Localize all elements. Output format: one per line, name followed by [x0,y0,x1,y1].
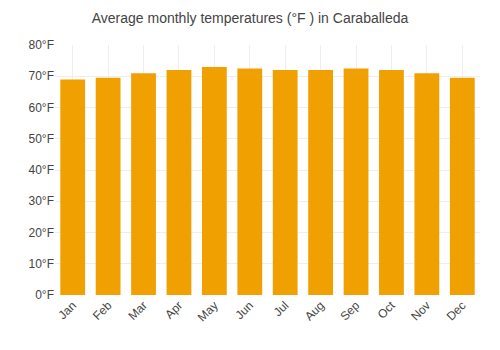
svg-text:Jul: Jul [271,298,292,319]
svg-text:Average monthly temperatures (: Average monthly temperatures (°F ) in Ca… [92,10,409,26]
svg-text:Apr: Apr [162,298,185,321]
svg-text:0°F: 0°F [35,288,54,302]
svg-text:Jan: Jan [55,298,79,322]
svg-text:40°F: 40°F [29,163,54,177]
svg-text:20°F: 20°F [29,226,54,240]
svg-text:50°F: 50°F [29,132,54,146]
svg-text:Nov: Nov [408,298,433,323]
svg-text:30°F: 30°F [29,194,54,208]
svg-text:Aug: Aug [302,298,327,323]
svg-text:Feb: Feb [90,298,115,323]
svg-text:Mar: Mar [125,298,150,323]
svg-text:May: May [195,298,221,324]
svg-text:Jun: Jun [233,298,257,322]
svg-text:Sep: Sep [337,298,362,323]
svg-text:Oct: Oct [375,298,399,322]
svg-text:60°F: 60°F [29,101,54,115]
svg-text:80°F: 80°F [29,38,54,52]
svg-text:10°F: 10°F [29,257,54,271]
svg-text:70°F: 70°F [29,69,54,83]
svg-text:Dec: Dec [444,298,469,323]
